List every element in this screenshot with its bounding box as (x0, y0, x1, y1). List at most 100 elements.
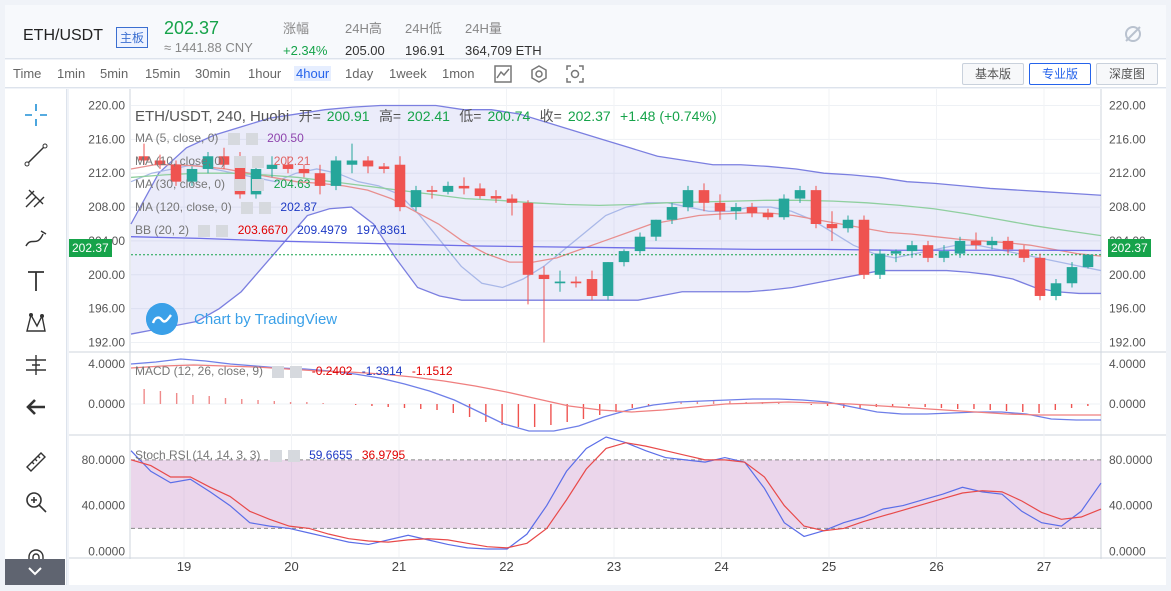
trend-line-icon[interactable] (23, 142, 49, 168)
ma30-value: 204.63 (273, 177, 311, 191)
view-pro-button[interactable]: 专业版 (1029, 63, 1091, 85)
tf-1mon[interactable]: 1mon (442, 66, 475, 81)
ma10-legend: MA (10, close, 0) 202.21 (135, 154, 316, 168)
text-icon[interactable] (23, 268, 49, 294)
ruler-icon[interactable] (23, 449, 49, 475)
price-tick-right: 216.00 (1109, 132, 1146, 146)
drawing-toolbar (5, 89, 67, 585)
view-basic-button[interactable]: 基本版 (962, 63, 1024, 85)
bb-lower-value: 197.8361 (356, 223, 407, 237)
candle-body (266, 164, 278, 169)
price-tick-left: 208.00 (88, 200, 125, 214)
symbol-title: ETH/USDT, 240, Huobi (135, 108, 290, 125)
view-depth-button[interactable]: 深度图 (1096, 63, 1158, 85)
tf-1week[interactable]: 1week (389, 66, 427, 81)
candle-body (346, 160, 358, 165)
pair-name: ETH/USDT (23, 27, 103, 44)
board-badge[interactable]: 主板 (116, 27, 149, 48)
bb-settings-icon[interactable] (198, 224, 211, 237)
tf-5min[interactable]: 5min (100, 66, 129, 81)
collapse-button[interactable] (5, 559, 65, 585)
bb-close-icon[interactable] (216, 224, 229, 237)
candle-body (378, 166, 390, 169)
time-tick: 26 (929, 559, 943, 574)
price-tick-left: 192.00 (88, 336, 125, 350)
candle-body (666, 207, 678, 220)
candle-body (682, 190, 694, 208)
candle-body (618, 251, 630, 263)
ma120-name: MA (120, close, 0) (135, 200, 232, 214)
ma-line-2 (130, 172, 1102, 237)
tf-15min[interactable]: 15min (145, 66, 181, 81)
stoch-tick-left: 80.0000 (82, 453, 126, 467)
stoch-settings-icon[interactable] (269, 449, 282, 462)
ma10-value: 202.21 (273, 154, 311, 168)
candle-body (890, 251, 902, 254)
candle-body (938, 251, 950, 258)
candle-body (858, 219, 870, 275)
candle-body (586, 279, 598, 296)
macd-close-icon[interactable] (290, 365, 303, 378)
candle-body (746, 207, 758, 213)
time-tick: 25 (822, 559, 836, 574)
time-tick: 23 (607, 559, 621, 574)
tf-4hour[interactable]: 4hour (294, 66, 332, 81)
macd-tick-left: 0.0000 (88, 397, 125, 411)
pattern-icon[interactable] (23, 310, 49, 336)
stoch-close-icon[interactable] (287, 449, 300, 462)
tf-1day[interactable]: 1day (345, 66, 374, 81)
ma120-close-icon[interactable] (259, 201, 272, 214)
tf-30min[interactable]: 30min (195, 66, 231, 81)
zoom-in-icon[interactable] (23, 489, 49, 515)
chart-area[interactable]: 220.00 220.00 216.00 216.00 212.00 212.00 208.… (69, 89, 1166, 585)
candle-body (954, 240, 966, 254)
price-tick-left: 216.00 (88, 132, 125, 146)
crosshair-icon[interactable] (23, 102, 49, 128)
chart-toolbar: Time 1min 5min 15min 30min 1hour 4hour 1… (5, 60, 1166, 88)
ma30-close-icon[interactable] (252, 178, 265, 191)
ma120-settings-icon[interactable] (241, 201, 254, 214)
stoch-tick-left: 0.0000 (88, 544, 125, 558)
stat-volume: 24H量 364,709 ETH (465, 18, 542, 58)
chart-type-icon[interactable] (492, 63, 514, 85)
ohlc-close: 202.37 (567, 108, 611, 124)
ma-line-3 (130, 236, 1102, 252)
stoch-tick-right: 80.0000 (1109, 453, 1153, 467)
tf-time[interactable]: Time (13, 66, 42, 81)
price-tick-right: 200.00 (1109, 268, 1146, 282)
back-arrow-icon[interactable] (23, 394, 49, 420)
settings-icon[interactable] (528, 63, 550, 85)
pitchfork-icon[interactable] (23, 184, 49, 210)
candle-body (778, 198, 790, 218)
bb-basis-value: 203.6670 (237, 223, 288, 237)
ma30-settings-icon[interactable] (234, 178, 247, 191)
candle-body (970, 240, 982, 246)
macd-settings-icon[interactable] (272, 365, 285, 378)
measure-icon[interactable] (23, 352, 49, 378)
bb-name: BB (20, 2) (135, 223, 190, 237)
stat-change-label: 涨幅 (283, 21, 310, 36)
chart-canvas[interactable]: 220.00 220.00 216.00 216.00 212.00 212.00 208.… (69, 89, 1166, 585)
ma5-close-icon[interactable] (245, 132, 258, 145)
tf-1hour[interactable]: 1hour (248, 66, 282, 81)
candle-body (762, 212, 774, 218)
candle-body (554, 281, 566, 284)
macd-signal-value: -1.1512 (411, 364, 453, 378)
ma10-close-icon[interactable] (252, 155, 265, 168)
macd-line-value: -1.3914 (361, 364, 403, 378)
ma10-name: MA (10, close, 0) (135, 154, 226, 168)
screenshot-icon[interactable] (564, 63, 586, 85)
ma10-settings-icon[interactable] (234, 155, 247, 168)
candle-body (1050, 283, 1062, 296)
candle-body (394, 164, 406, 208)
ma5-settings-icon[interactable] (227, 132, 240, 145)
stat-change-value: +2.34% (283, 43, 328, 58)
price-tick-left: 212.00 (88, 166, 125, 180)
tf-1min[interactable]: 1min (57, 66, 86, 81)
brush-icon[interactable] (23, 226, 49, 252)
candle-body (1034, 257, 1046, 296)
hide-icon[interactable] (1122, 23, 1144, 45)
market-header: ETH/USDT 主板 202.37 ≈ 1441.88 CNY 涨幅 +2.3… (5, 5, 1166, 59)
time-tick: 24 (714, 559, 728, 574)
